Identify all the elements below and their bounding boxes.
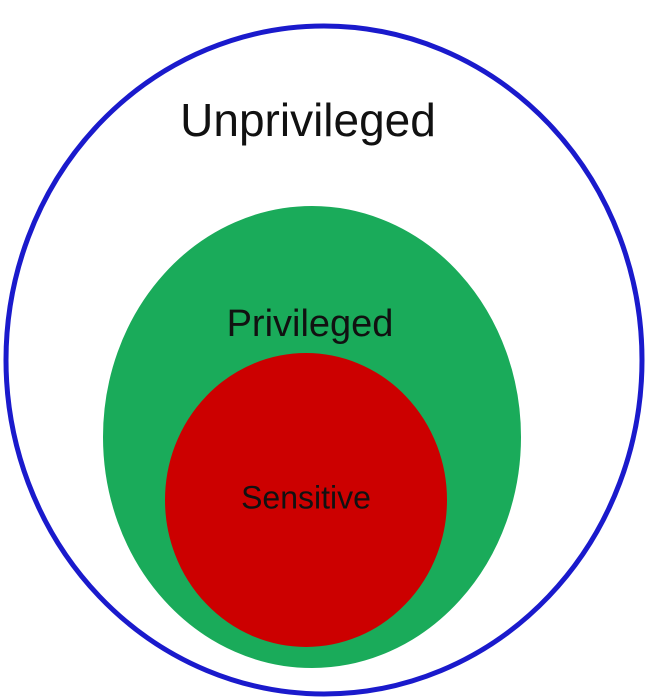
privileged-label: Privileged [227,303,394,345]
unprivileged-label: Unprivileged [180,94,436,146]
sensitive-region [165,353,447,647]
sensitive-label: Sensitive [241,479,371,515]
